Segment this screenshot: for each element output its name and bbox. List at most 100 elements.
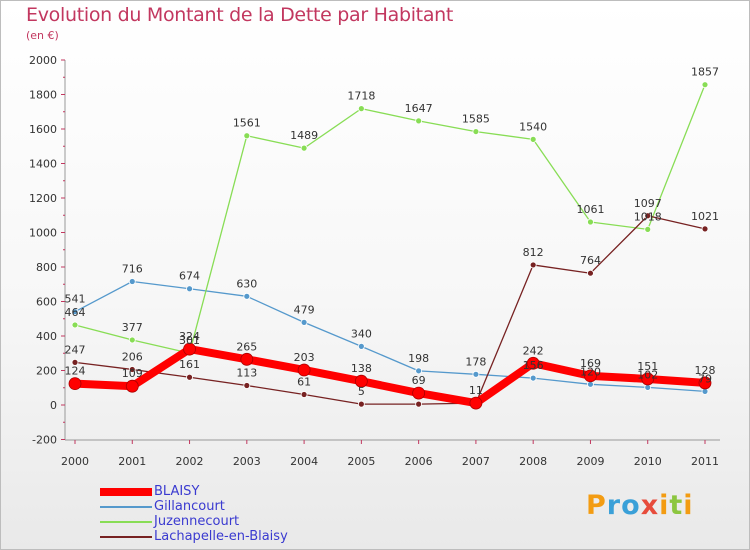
x-tick-label: 2004 — [290, 455, 318, 468]
data-label: 1061 — [576, 203, 604, 216]
y-tick-label: 800 — [36, 261, 57, 274]
data-point — [472, 128, 480, 135]
data-label: 674 — [179, 270, 200, 283]
data-label: 206 — [122, 350, 143, 363]
data-point — [415, 367, 423, 375]
series-line-blaisy — [74, 345, 706, 408]
x-tick-label: 2010 — [634, 455, 662, 468]
data-label: 113 — [236, 367, 257, 380]
data-label: 124 — [65, 365, 86, 378]
data-label: 1540 — [519, 120, 547, 133]
data-label: 716 — [122, 262, 143, 275]
data-point — [526, 356, 540, 370]
x-tick-label: 2006 — [405, 455, 433, 468]
data-point — [354, 374, 368, 388]
y-tick-label: 1400 — [29, 158, 57, 171]
data-label: 61 — [297, 375, 311, 388]
logo-letter: o — [621, 490, 641, 521]
data-label: 265 — [236, 340, 257, 353]
data-point — [300, 318, 308, 326]
data-label: 1021 — [691, 210, 719, 223]
chart-title: Evolution du Montant de la Dette par Hab… — [26, 4, 454, 26]
data-point — [68, 377, 82, 391]
x-tick-label: 2003 — [233, 455, 261, 468]
data-label: 1647 — [405, 102, 433, 115]
data-point — [698, 376, 712, 390]
data-label: 79 — [698, 372, 712, 385]
data-point — [415, 117, 423, 125]
data-point — [529, 135, 537, 143]
data-label: 479 — [294, 303, 315, 316]
data-label: 178 — [465, 355, 486, 368]
data-label: 138 — [351, 362, 372, 375]
y-tick-label: -200 — [32, 434, 57, 447]
logo-letter: x — [640, 490, 660, 521]
data-point — [415, 400, 423, 408]
data-point — [300, 144, 308, 152]
data-label: 1489 — [290, 129, 318, 142]
y-tick-label: 2000 — [29, 54, 57, 67]
proxiti-logo: Proxiti — [586, 490, 694, 521]
data-label: 541 — [65, 293, 86, 306]
data-label: 198 — [408, 352, 429, 365]
data-point — [701, 81, 709, 89]
data-label: 1857 — [691, 66, 719, 79]
x-tick-label: 2002 — [176, 455, 204, 468]
data-point — [587, 269, 594, 277]
data-label: 247 — [65, 343, 86, 356]
data-point — [584, 369, 597, 383]
data-label: 5 — [358, 385, 365, 398]
data-point — [357, 342, 365, 350]
logo-letter: i — [683, 490, 694, 521]
data-label: 812 — [523, 246, 544, 259]
data-point — [357, 105, 365, 113]
data-point — [529, 374, 537, 382]
data-label: 161 — [179, 358, 200, 371]
y-tick-label: 1200 — [29, 192, 57, 205]
series-line-gillancourt — [74, 280, 706, 393]
data-label: 630 — [236, 277, 257, 290]
data-point — [300, 391, 308, 398]
x-tick-label: 2009 — [576, 455, 604, 468]
data-point — [243, 382, 251, 389]
data-point — [128, 278, 136, 285]
x-tick-label: 2007 — [462, 455, 490, 468]
legend-swatch — [100, 488, 152, 496]
data-label: 1018 — [634, 210, 662, 223]
logo-letter: P — [586, 490, 607, 521]
data-point — [240, 352, 254, 366]
data-point — [186, 285, 193, 293]
data-label: 1585 — [462, 113, 490, 126]
data-point — [644, 212, 652, 220]
data-label: 324 — [179, 330, 200, 343]
data-point — [243, 292, 251, 300]
data-label: 1561 — [233, 117, 261, 130]
y-tick-label: 200 — [36, 365, 57, 378]
legend-swatch — [100, 521, 152, 523]
data-label: 102 — [637, 368, 658, 381]
data-point — [587, 218, 594, 226]
series-line-juzennecourt — [74, 84, 706, 354]
legend-label: Juzennecourt — [154, 514, 240, 529]
data-point — [701, 225, 709, 233]
series-line-lachapelle-en-blaisy — [74, 215, 706, 405]
data-label: 109 — [122, 367, 143, 380]
data-label: 1718 — [347, 90, 375, 103]
data-point — [357, 400, 365, 408]
data-point — [125, 379, 139, 393]
y-tick-label: 1000 — [29, 227, 57, 240]
data-label: 120 — [580, 365, 601, 378]
data-label: 11 — [469, 384, 483, 397]
data-point — [186, 373, 193, 381]
data-label: 203 — [294, 351, 315, 364]
data-point — [644, 225, 652, 233]
y-tick-label: 400 — [36, 330, 57, 343]
y-tick-label: 1800 — [29, 89, 57, 102]
data-label: 340 — [351, 327, 372, 340]
data-point — [243, 132, 251, 140]
data-label: 764 — [580, 254, 601, 267]
data-point — [297, 363, 311, 377]
legend-swatch — [100, 536, 152, 538]
logo-letter: t — [669, 490, 684, 521]
